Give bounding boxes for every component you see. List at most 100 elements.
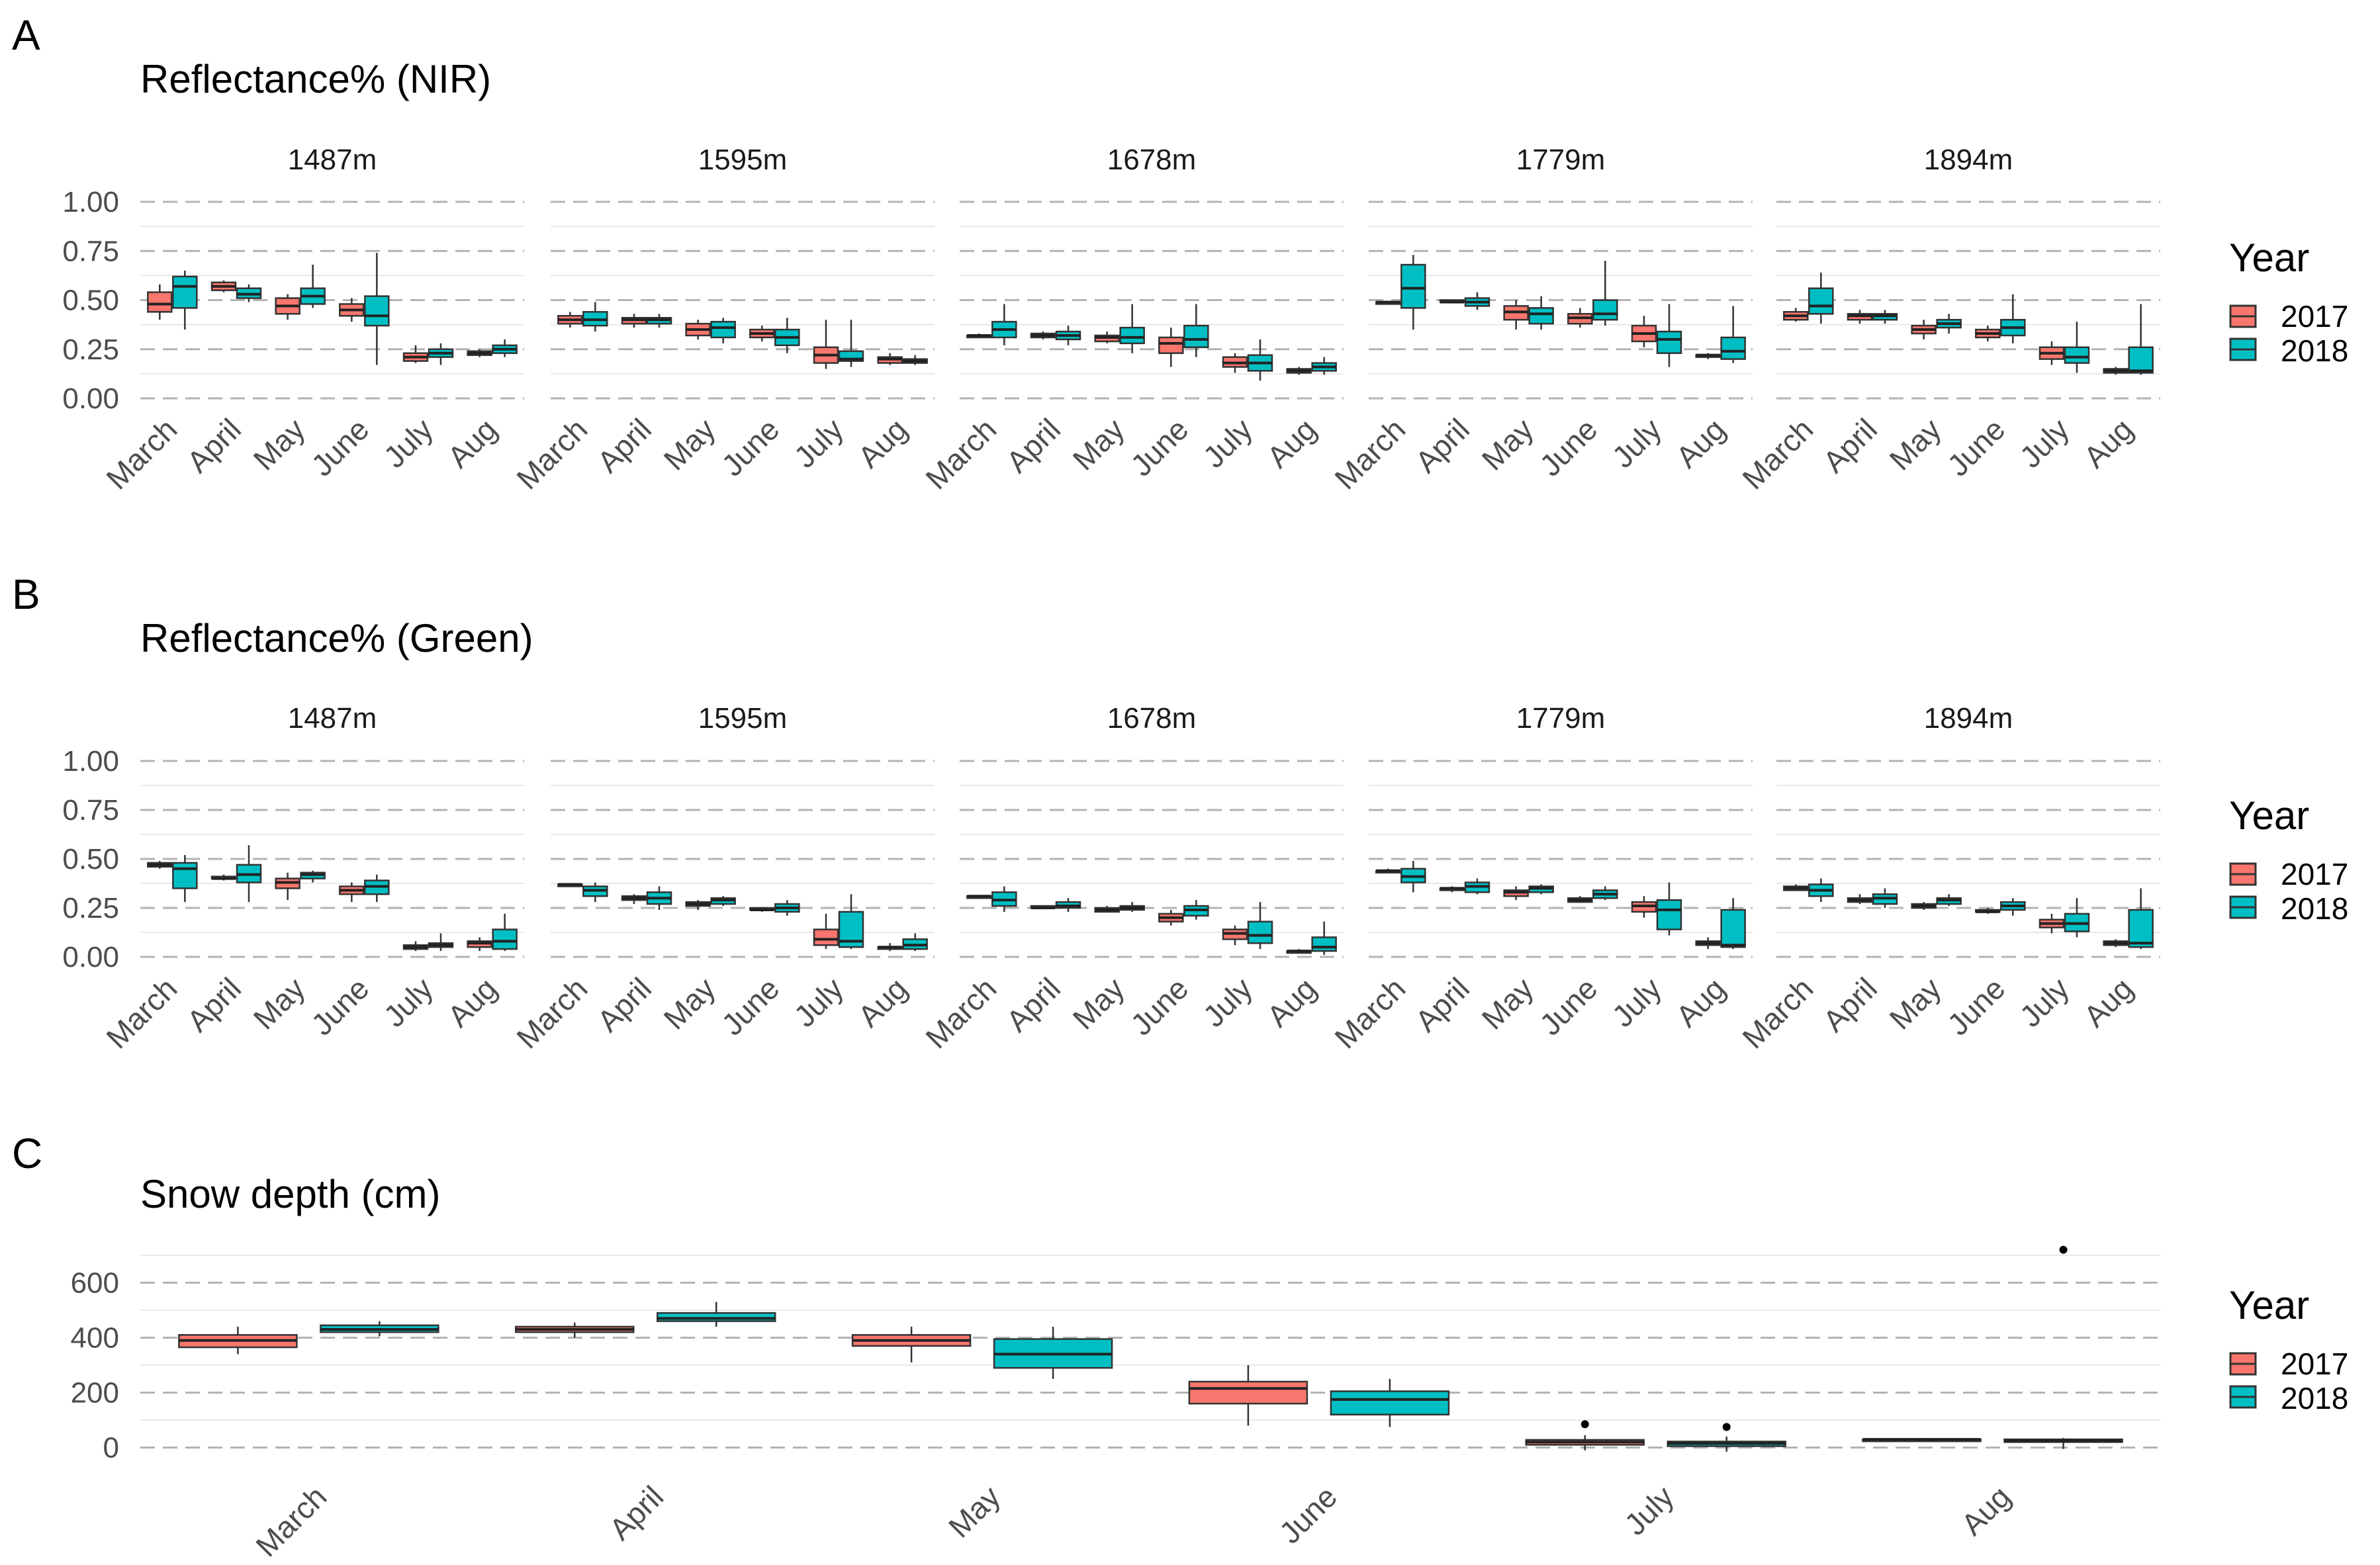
x-tick-label: May <box>1066 971 1131 1036</box>
x-tick-label: May <box>1475 971 1540 1036</box>
y-tick-label: 0.50 <box>62 285 119 317</box>
box-2017-March <box>557 883 583 887</box>
box-2018-May <box>710 896 736 907</box>
legend-b: Year 2017 2018 <box>2229 793 2348 926</box>
box-2018-April <box>236 284 262 302</box>
y-tick-label: 0.00 <box>62 382 119 415</box>
x-tick-label: Aug <box>1954 1479 2017 1542</box>
box-2018-April <box>1464 292 1490 310</box>
box-2018-Aug <box>902 355 928 365</box>
box-2018-May <box>1119 304 1145 353</box>
y-tick-label: 0.50 <box>62 843 119 875</box>
y-tick-label: 0.25 <box>62 892 119 924</box>
box-2018-Aug <box>2003 1438 2123 1449</box>
x-tick-label: March <box>919 971 1003 1055</box>
box-2017-April <box>210 874 237 881</box>
x-tick-label: June <box>304 971 375 1042</box>
x-tick-label: Aug <box>1669 412 1732 474</box>
x-tick-label: April <box>590 412 658 479</box>
x-tick-label: June <box>1941 412 2011 482</box>
box-2017-April <box>210 280 237 292</box>
box-2018-June <box>1592 261 1618 326</box>
facet-strip-label: 1779m <box>1516 144 1606 176</box>
legend-a: Year 2017 2018 <box>2229 236 2348 368</box>
box-2017-April <box>1847 894 1873 905</box>
box-2018-July <box>1247 339 1273 381</box>
box-2017-July <box>402 345 429 363</box>
legend-c: Year 2017 2018 <box>2229 1283 2348 1415</box>
box-body <box>172 275 198 309</box>
box-2018-June <box>1183 900 1209 920</box>
box-body <box>1656 899 1682 930</box>
y-tick-label: 400 <box>71 1321 119 1354</box>
outlier-point <box>1722 1423 1731 1431</box>
x-tick-label: Aug <box>1669 971 1732 1034</box>
box-2018-April <box>236 845 262 903</box>
panel-b-letter: B <box>12 570 40 618</box>
legend-b-label-2017: 2017 <box>2281 857 2348 891</box>
box-body <box>2128 346 2154 374</box>
box-2017-July <box>1222 353 1248 373</box>
box-2018-Aug <box>1720 306 1746 363</box>
box-2018-April <box>1055 898 1081 912</box>
box-2017-June <box>1567 308 1593 328</box>
y-tick-label: 0.25 <box>62 334 119 366</box>
box-2017-April <box>515 1322 635 1338</box>
panel-c-title: Snow depth (cm) <box>140 1172 441 1216</box>
box-2018-March <box>991 304 1017 345</box>
box-2017-Aug <box>1286 367 1312 375</box>
y-tick-label: 600 <box>71 1267 119 1299</box>
x-tick-label: April <box>1408 412 1476 479</box>
box-2017-June <box>1567 896 1593 903</box>
box-body <box>2128 909 2154 948</box>
facet-strip-label: 1678m <box>1107 702 1197 735</box>
box-2017-June <box>749 907 775 912</box>
x-tick-label: May <box>1066 412 1131 476</box>
box-2017-May <box>1911 902 1937 910</box>
x-tick-label: July <box>1196 971 1259 1034</box>
x-tick-label: May <box>942 1479 1007 1544</box>
box-2018-Aug <box>1720 898 1746 950</box>
box-2017-Aug <box>2103 939 2128 948</box>
y-tick-label: 0.00 <box>62 941 119 973</box>
box-2017-March <box>1783 308 1809 322</box>
x-tick-label: April <box>999 412 1067 479</box>
box-body <box>1528 307 1554 325</box>
box-2017-June <box>1158 909 1184 926</box>
box-2017-May <box>275 872 300 901</box>
x-tick-label: April <box>602 1479 670 1546</box>
box-2017-May <box>1094 906 1120 913</box>
x-tick-label: May <box>657 971 722 1036</box>
box-2018-May <box>1936 314 1962 334</box>
box-2017-Aug <box>467 937 492 952</box>
box-2017-Aug <box>467 349 492 357</box>
box-2017-June <box>1158 328 1184 367</box>
y-tick-label: 200 <box>71 1377 119 1409</box>
legend-a-label-2017: 2017 <box>2281 299 2348 334</box>
x-tick-label: May <box>1475 412 1540 476</box>
box-body <box>492 928 518 950</box>
box-2017-March <box>147 284 173 320</box>
box-2018-April <box>1464 878 1490 895</box>
box-2018-March <box>582 302 608 332</box>
box-2017-July <box>1525 1435 1645 1451</box>
box-2017-May <box>851 1326 972 1363</box>
x-tick-label: July <box>377 412 439 474</box>
x-tick-label: April <box>590 971 658 1038</box>
box-body <box>1808 287 1834 315</box>
box-2018-May <box>1528 296 1554 330</box>
box-2018-July <box>1667 1436 1786 1452</box>
box-2017-June <box>339 298 365 322</box>
box-2017-June <box>339 882 365 903</box>
facet-strip-label: 1678m <box>1107 144 1197 176</box>
x-tick-label: March <box>510 412 594 496</box>
box-2018-June <box>774 318 800 353</box>
box-2017-May <box>1911 320 1937 339</box>
box-2018-Aug <box>2128 304 2154 375</box>
x-tick-label: July <box>1605 412 1668 474</box>
box-2017-July <box>813 320 839 369</box>
